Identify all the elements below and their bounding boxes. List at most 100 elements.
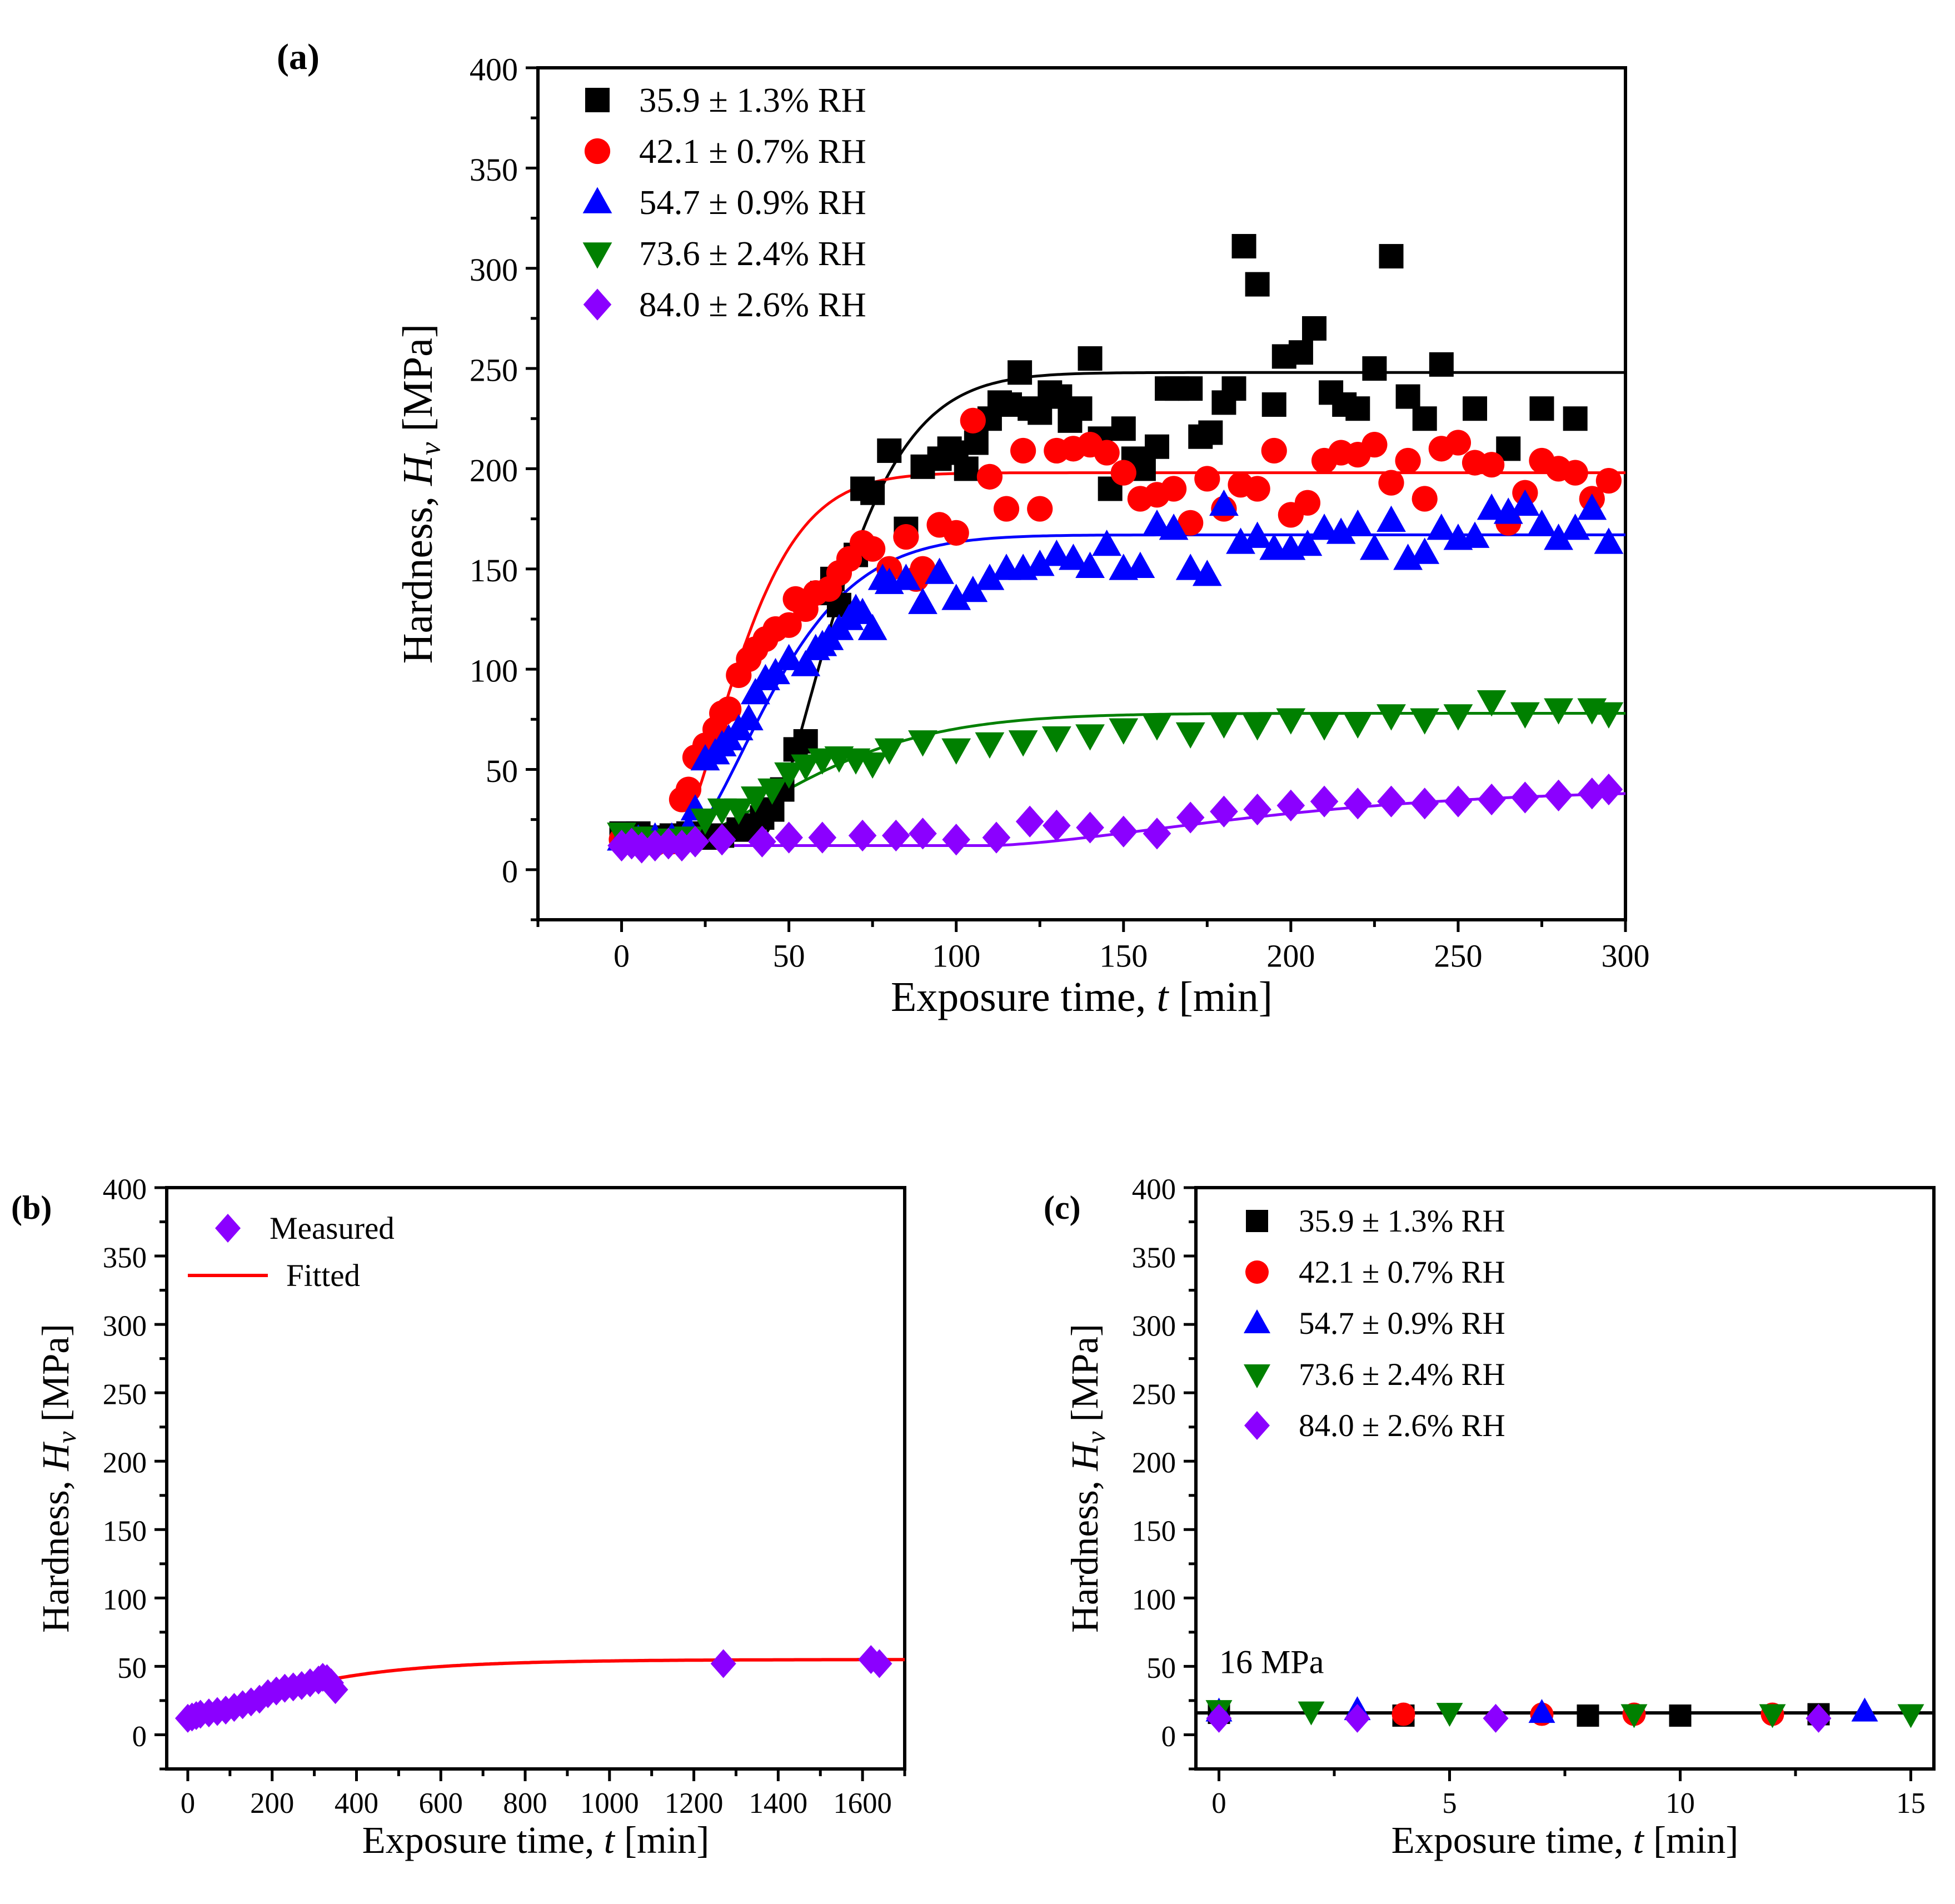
- data-point: [1377, 704, 1406, 731]
- data-point: [1362, 356, 1387, 381]
- data-point: [1759, 1704, 1786, 1728]
- fit-curve: [621, 371, 1625, 839]
- legend-marker: [582, 187, 612, 213]
- data-point: [1175, 722, 1205, 749]
- data-point: [1276, 708, 1306, 735]
- data-point: [1377, 505, 1406, 532]
- data-point: [976, 463, 1003, 490]
- data-point: [1410, 787, 1439, 820]
- series-5: [607, 773, 1623, 864]
- data-point: [908, 730, 937, 757]
- y-tick-label: 350: [470, 152, 518, 188]
- data-point: [1159, 514, 1189, 540]
- legend-label: 54.7 ± 0.9% RH: [639, 183, 866, 222]
- data-point: [775, 821, 803, 854]
- data-point: [1175, 554, 1205, 580]
- data-point: [1477, 494, 1507, 520]
- data-point: [681, 825, 710, 858]
- data-point: [1288, 340, 1313, 365]
- y-axis-label: Hardness, Hv [MPa]: [1064, 1324, 1111, 1633]
- data-point: [1359, 534, 1389, 560]
- plot-area: [1196, 1696, 1934, 1733]
- data-point: [1245, 272, 1270, 297]
- x-tick-label: 10: [1665, 1787, 1695, 1820]
- data-point: [1206, 1703, 1232, 1733]
- y-axis-label: Hardness, Hv [MPa]: [395, 324, 447, 664]
- x-tick-label: 1200: [665, 1787, 724, 1820]
- data-point: [1041, 540, 1071, 566]
- x-tick-label: 0: [614, 938, 630, 974]
- data-point: [1577, 1704, 1599, 1727]
- data-point: [1198, 420, 1223, 445]
- data-point: [882, 819, 910, 852]
- data-point: [1594, 773, 1623, 806]
- legend-marker: [583, 288, 612, 321]
- plot-frame: [536, 66, 1627, 921]
- data-point: [1209, 712, 1239, 739]
- legend: 35.9 ± 1.3% RH 42.1 ± 0.7% RH 54.7 ± 0.9% …: [582, 81, 866, 324]
- data-point: [1043, 809, 1071, 842]
- data-point: [1301, 316, 1326, 341]
- legend-marker: [584, 138, 611, 165]
- plot-area: [607, 234, 1625, 864]
- data-point: [757, 778, 787, 805]
- data-point: [1436, 1703, 1463, 1727]
- data-point: [1343, 509, 1373, 536]
- chart-panel-1: (a) 0 50 100 150 200 250 300 350 400 0 50 100 150 200 2…: [277, 37, 1650, 1020]
- data-point: [1410, 537, 1440, 564]
- data-point: [741, 786, 770, 813]
- x-tick-label: 5: [1442, 1787, 1457, 1820]
- y-tick-label: 200: [470, 452, 518, 489]
- panel-label: (b): [11, 1189, 52, 1226]
- data-point: [1544, 779, 1573, 811]
- data-point: [1075, 724, 1105, 751]
- data-point: [1294, 490, 1321, 516]
- data-point: [943, 520, 969, 546]
- data-point: [1378, 470, 1404, 496]
- legend: 35.9 ± 1.3% RH 42.1 ± 0.7% RH 54.7 ± 0.9% …: [1244, 1204, 1505, 1443]
- data-point: [975, 732, 1005, 759]
- data-point: [1344, 1703, 1370, 1733]
- y-tick-label: 300: [103, 1310, 147, 1343]
- y-tick-label: 350: [103, 1242, 147, 1274]
- data-point: [982, 821, 1011, 854]
- y-tick-label: 50: [117, 1652, 147, 1684]
- chart-panel-3: (c) 0 50 100 150 200 250 300 350 400 0 5 10 15 Exposur…: [1044, 1173, 1936, 1861]
- data-point: [874, 738, 904, 765]
- data-point: [1410, 708, 1440, 735]
- panel-label: (a): [277, 37, 320, 77]
- series-1: [609, 234, 1588, 850]
- data-point: [910, 556, 936, 582]
- data-point: [942, 824, 970, 856]
- y-tick-label: 100: [1132, 1584, 1176, 1616]
- chart-panel-2: (b) 0 50 100 150 200 250 300 350 400 0 200 400 600 800…: [11, 1173, 906, 1861]
- data-point: [1059, 544, 1088, 570]
- data-point: [848, 819, 877, 852]
- data-point: [1529, 396, 1554, 421]
- panel-label: (c): [1044, 1189, 1081, 1226]
- data-point: [964, 430, 989, 455]
- data-point: [1111, 416, 1136, 441]
- data-point: [925, 557, 954, 584]
- data-point: [1395, 384, 1420, 409]
- data-point: [791, 650, 821, 676]
- data-point: [1511, 781, 1539, 814]
- data-point: [1479, 452, 1505, 478]
- data-point: [1395, 447, 1421, 474]
- x-tick-label: 250: [1434, 938, 1482, 974]
- y-tick-label: 0: [1161, 1721, 1176, 1753]
- x-tick-label: 200: [1266, 938, 1315, 974]
- data-point: [860, 480, 885, 505]
- x-tick-label: 0: [181, 1787, 195, 1820]
- legend-marker: [1245, 1260, 1269, 1284]
- legend-marker: [1244, 1364, 1270, 1388]
- y-tick-label: 400: [1132, 1173, 1176, 1205]
- data-point: [1527, 509, 1557, 536]
- data-point: [1460, 521, 1490, 548]
- data-point: [891, 564, 921, 590]
- y-tick-label: 50: [486, 753, 518, 789]
- data-point: [1310, 785, 1339, 818]
- data-point: [1110, 460, 1136, 486]
- data-point: [958, 575, 988, 602]
